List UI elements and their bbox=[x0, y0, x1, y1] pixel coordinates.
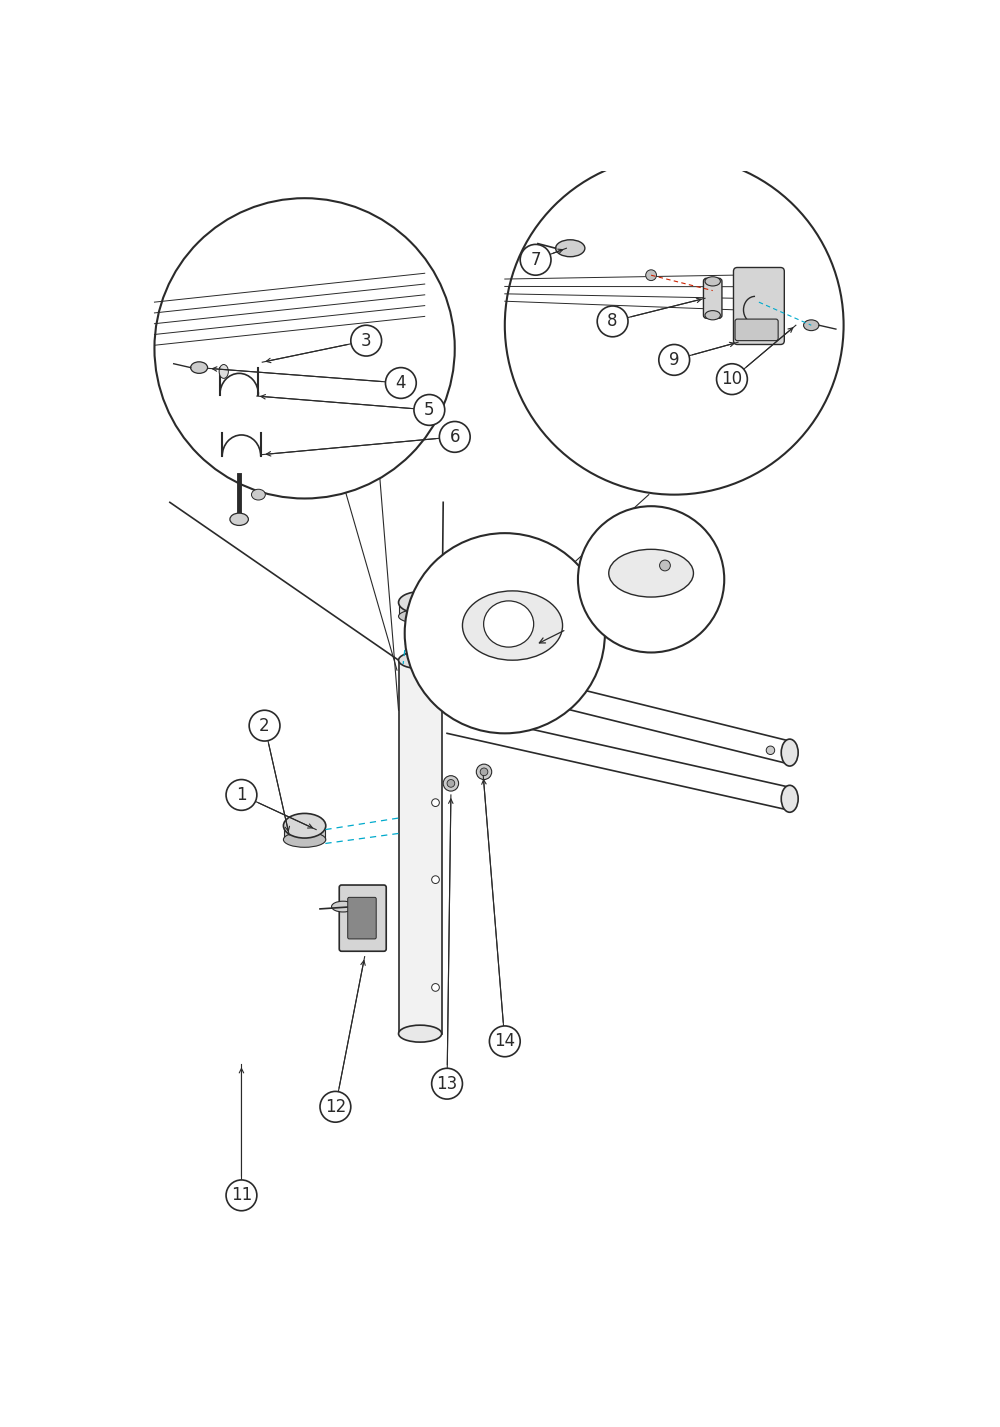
Ellipse shape bbox=[432, 876, 439, 883]
Ellipse shape bbox=[230, 514, 248, 525]
Ellipse shape bbox=[191, 362, 208, 374]
Circle shape bbox=[489, 1026, 520, 1057]
Ellipse shape bbox=[660, 559, 670, 571]
Ellipse shape bbox=[705, 277, 720, 285]
Ellipse shape bbox=[443, 776, 459, 791]
Circle shape bbox=[432, 1069, 462, 1099]
Ellipse shape bbox=[332, 902, 355, 912]
Ellipse shape bbox=[476, 763, 492, 779]
Text: 9: 9 bbox=[669, 351, 679, 370]
FancyBboxPatch shape bbox=[399, 602, 442, 616]
Circle shape bbox=[385, 368, 416, 398]
Text: 11: 11 bbox=[231, 1186, 252, 1204]
Ellipse shape bbox=[399, 609, 442, 624]
Ellipse shape bbox=[781, 739, 798, 766]
Ellipse shape bbox=[447, 779, 455, 788]
Text: 8: 8 bbox=[607, 313, 618, 331]
Ellipse shape bbox=[804, 320, 819, 331]
Ellipse shape bbox=[556, 240, 585, 257]
Circle shape bbox=[717, 364, 747, 394]
Text: 2: 2 bbox=[259, 716, 270, 735]
FancyBboxPatch shape bbox=[733, 267, 784, 344]
Ellipse shape bbox=[766, 746, 775, 755]
Ellipse shape bbox=[251, 489, 265, 499]
Ellipse shape bbox=[399, 652, 442, 669]
Circle shape bbox=[597, 305, 628, 337]
Circle shape bbox=[320, 1092, 351, 1122]
Text: 1: 1 bbox=[236, 786, 247, 803]
Text: 6: 6 bbox=[450, 428, 460, 445]
Ellipse shape bbox=[646, 270, 656, 281]
Text: 7: 7 bbox=[530, 251, 541, 268]
Text: 10: 10 bbox=[721, 370, 743, 388]
Ellipse shape bbox=[705, 311, 720, 320]
Text: 5: 5 bbox=[424, 401, 435, 420]
FancyBboxPatch shape bbox=[339, 885, 386, 952]
Circle shape bbox=[505, 156, 844, 495]
Circle shape bbox=[439, 421, 470, 452]
Text: 13: 13 bbox=[436, 1075, 458, 1093]
Ellipse shape bbox=[462, 591, 563, 661]
Circle shape bbox=[659, 344, 690, 375]
FancyBboxPatch shape bbox=[399, 661, 442, 1033]
Circle shape bbox=[154, 198, 455, 498]
Circle shape bbox=[405, 534, 605, 733]
Ellipse shape bbox=[484, 601, 534, 646]
Ellipse shape bbox=[219, 364, 228, 378]
Circle shape bbox=[578, 507, 724, 652]
Text: 3: 3 bbox=[361, 331, 372, 350]
Ellipse shape bbox=[480, 768, 488, 776]
Ellipse shape bbox=[399, 592, 442, 614]
Text: 4: 4 bbox=[396, 374, 406, 392]
Text: 14: 14 bbox=[494, 1032, 515, 1050]
FancyBboxPatch shape bbox=[703, 278, 722, 318]
Ellipse shape bbox=[609, 549, 693, 596]
Ellipse shape bbox=[399, 1025, 442, 1042]
Circle shape bbox=[414, 394, 445, 425]
Circle shape bbox=[351, 325, 382, 357]
Ellipse shape bbox=[283, 813, 326, 838]
Ellipse shape bbox=[432, 799, 439, 806]
Circle shape bbox=[249, 711, 280, 741]
FancyBboxPatch shape bbox=[284, 826, 325, 839]
Circle shape bbox=[226, 1180, 257, 1210]
Ellipse shape bbox=[283, 832, 326, 848]
Circle shape bbox=[226, 779, 257, 811]
Ellipse shape bbox=[781, 785, 798, 812]
Text: 12: 12 bbox=[325, 1097, 346, 1116]
Ellipse shape bbox=[432, 983, 439, 992]
FancyBboxPatch shape bbox=[348, 898, 376, 939]
FancyBboxPatch shape bbox=[735, 320, 778, 341]
Circle shape bbox=[520, 244, 551, 275]
